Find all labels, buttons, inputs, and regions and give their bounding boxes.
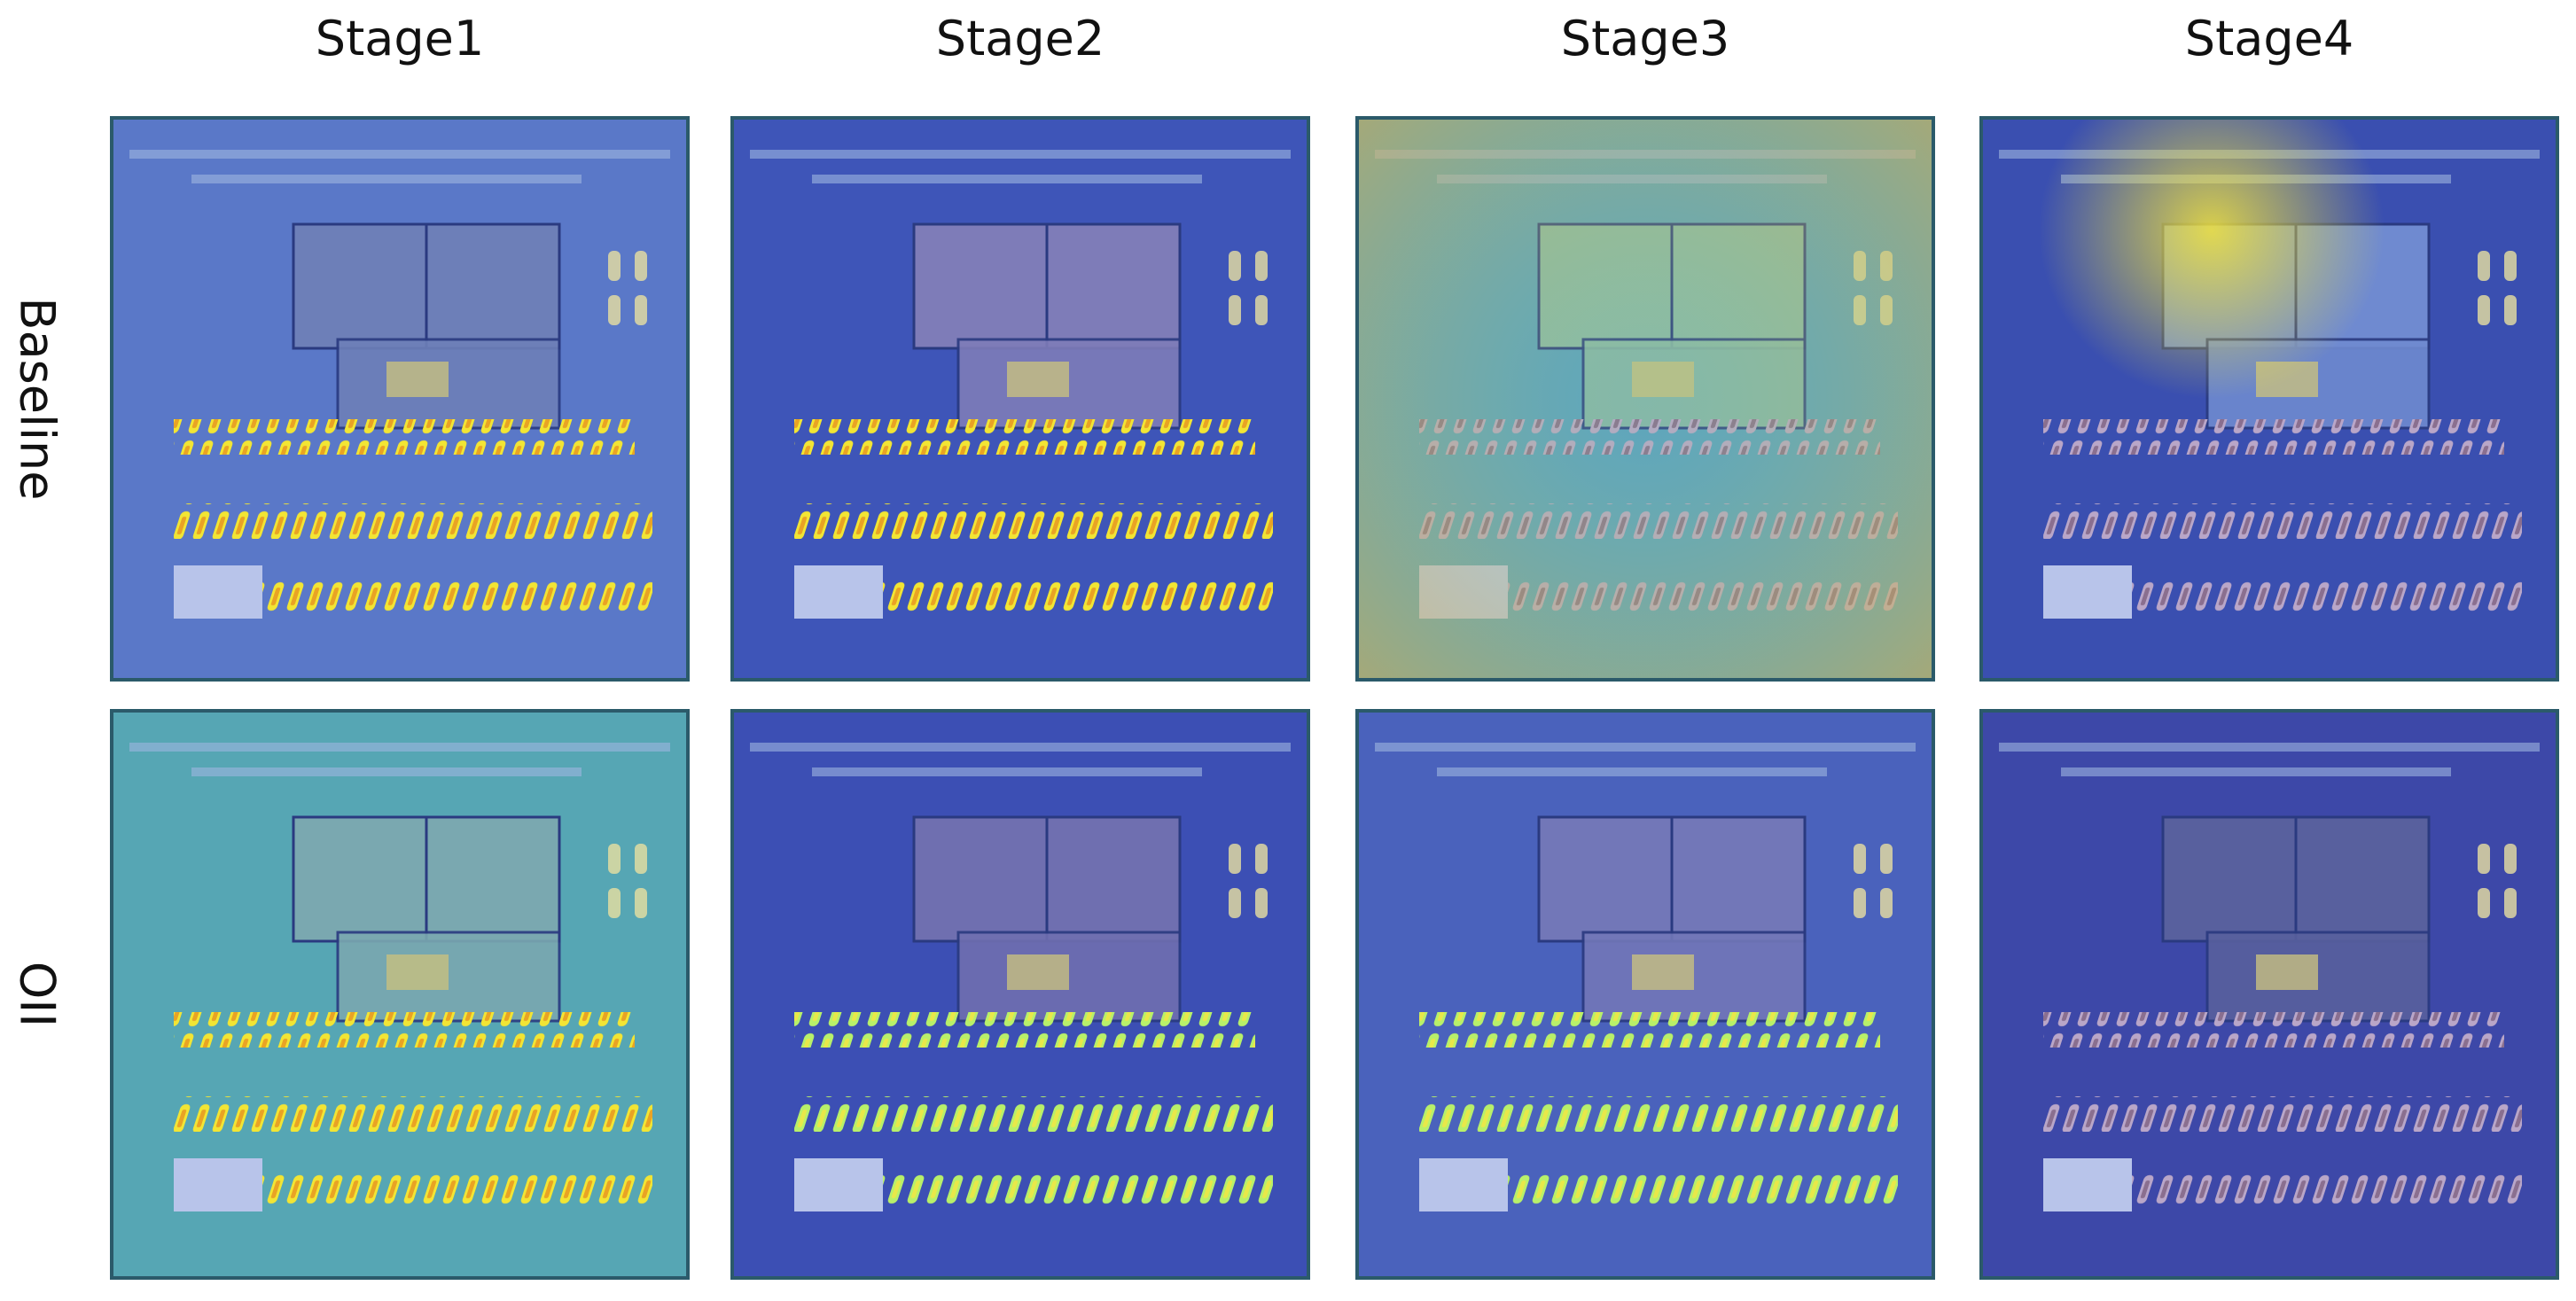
vehicle xyxy=(1255,844,1268,874)
column-header: Stage3 xyxy=(1561,11,1729,66)
road xyxy=(129,150,670,159)
road xyxy=(2061,767,2451,776)
column-header: Stage2 xyxy=(936,11,1105,66)
heatmap-panel xyxy=(1355,116,1935,682)
parking-row xyxy=(2043,1012,2504,1048)
parking-row xyxy=(794,1012,1255,1048)
panel-border xyxy=(730,709,1310,1280)
vehicle xyxy=(635,251,647,281)
parking-row xyxy=(883,1172,1273,1207)
vehicle xyxy=(608,844,621,874)
heatmap-panel xyxy=(1979,116,2559,682)
parking-row xyxy=(262,1172,652,1207)
vehicle xyxy=(635,888,647,918)
panel-border xyxy=(1979,116,2559,682)
heatmap-panel xyxy=(110,116,690,682)
panel-border xyxy=(730,116,1310,682)
labels: Stage1 Stage2 Stage3 Stage4 Baseline OII xyxy=(9,11,2354,1027)
road xyxy=(191,175,582,183)
vehicle xyxy=(1229,888,1241,918)
panels xyxy=(110,116,2559,1280)
panel-border xyxy=(110,709,690,1280)
parking-row xyxy=(1419,1012,1880,1048)
parking-row xyxy=(794,503,1273,539)
building xyxy=(2043,1158,2132,1211)
vehicle xyxy=(1854,888,1866,918)
vehicle xyxy=(608,888,621,918)
vehicle xyxy=(2478,888,2490,918)
parking-row xyxy=(174,419,635,455)
vehicle xyxy=(1854,844,1866,874)
row-label: Baseline xyxy=(9,298,65,501)
panel-border xyxy=(1355,709,1935,1280)
panel-border xyxy=(1355,116,1935,682)
parking-row xyxy=(1508,1172,1898,1207)
vehicle xyxy=(608,295,621,325)
vehicle xyxy=(1255,295,1268,325)
parking-row xyxy=(794,1096,1273,1132)
building xyxy=(1632,954,1694,990)
building xyxy=(386,362,449,397)
road xyxy=(812,175,1202,183)
panel-border xyxy=(1979,709,2559,1280)
vehicle xyxy=(608,251,621,281)
road xyxy=(750,150,1291,159)
heat-overlay xyxy=(1981,118,2557,680)
heat-overlay xyxy=(1357,118,1933,680)
building xyxy=(386,954,449,990)
vehicle xyxy=(635,844,647,874)
heatmap-panel xyxy=(1355,709,1935,1280)
building xyxy=(1007,954,1069,990)
parking-row xyxy=(794,419,1255,455)
parking-row xyxy=(2132,1172,2522,1207)
road xyxy=(812,767,1202,776)
heatmap-panel xyxy=(730,116,1310,682)
vehicle xyxy=(1255,888,1268,918)
vehicle xyxy=(635,295,647,325)
column-header: Stage4 xyxy=(2185,11,2354,66)
heatmap-panel xyxy=(110,709,690,1280)
road xyxy=(1999,743,2540,752)
parking-row xyxy=(174,503,652,539)
vehicle xyxy=(1255,251,1268,281)
road xyxy=(1375,743,1916,752)
building xyxy=(174,1158,262,1211)
parking-row xyxy=(174,1096,652,1132)
road xyxy=(750,743,1291,752)
vehicle xyxy=(1880,888,1893,918)
building xyxy=(794,565,883,619)
building xyxy=(1419,1158,1508,1211)
vehicle xyxy=(1229,844,1241,874)
row-label: OII xyxy=(9,962,65,1027)
parking-row xyxy=(1419,1096,1898,1132)
vehicle xyxy=(1229,295,1241,325)
vehicle xyxy=(2504,844,2517,874)
parking-row xyxy=(262,579,652,614)
vehicle xyxy=(1229,251,1241,281)
heatmap-panel xyxy=(1979,709,2559,1280)
road xyxy=(191,767,582,776)
parking-row xyxy=(883,579,1273,614)
vehicle xyxy=(1880,844,1893,874)
column-header: Stage1 xyxy=(316,11,484,66)
building xyxy=(174,565,262,619)
panel-border xyxy=(110,116,690,682)
building xyxy=(2256,954,2318,990)
building xyxy=(1007,362,1069,397)
heatmap-panel xyxy=(730,709,1310,1280)
parking-row xyxy=(174,1012,635,1048)
building xyxy=(794,1158,883,1211)
parking-row xyxy=(2043,1096,2522,1132)
road xyxy=(129,743,670,752)
vehicle xyxy=(2478,844,2490,874)
road xyxy=(1437,767,1827,776)
vehicle xyxy=(2504,888,2517,918)
